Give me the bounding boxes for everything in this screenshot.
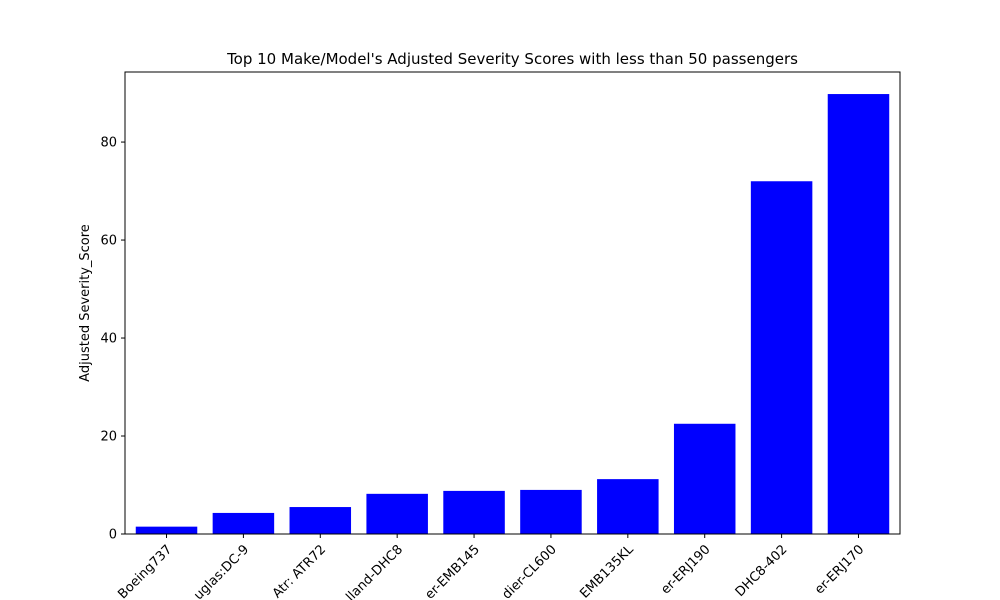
y-axis-label: Adjusted Severity_Score [78,224,93,382]
bar [827,94,890,535]
bar [443,490,505,534]
bar [673,423,736,534]
y-tick-label: 0 [109,528,117,543]
y-tick-label: 80 [100,136,117,151]
bar [135,526,198,534]
bar [289,507,352,534]
y-tick-label: 20 [100,430,117,445]
axes-frame [124,71,901,535]
bar [597,479,659,534]
y-tick-label: 60 [100,234,117,249]
y-tick-label: 40 [100,332,117,347]
bar [366,493,428,534]
bar [520,489,582,534]
chart-title: Top 10 Make/Model's Adjusted Severity Sc… [226,50,798,68]
bar [212,512,275,534]
bar [750,181,813,534]
